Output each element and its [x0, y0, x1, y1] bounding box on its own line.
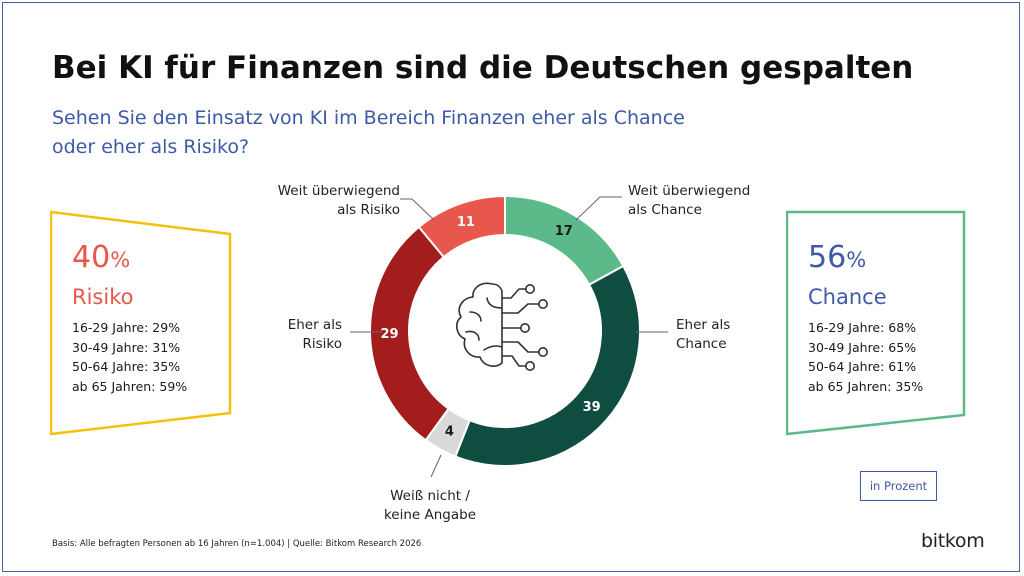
callout-weit-risiko: Weit überwiegend als Risiko: [245, 182, 400, 220]
callout-weiss-nicht: Weiß nicht / keine Angabe: [345, 487, 515, 525]
callout-leader-lines: [350, 196, 668, 478]
risk-percent-value: 40: [72, 240, 111, 275]
risk-age-list: 16-29 Jahre: 29% 30-49 Jahre: 31% 50-64 …: [72, 318, 187, 396]
risk-percent: 40%: [72, 240, 130, 275]
callout-weit-chance: Weit überwiegend als Chance: [628, 182, 750, 220]
donut-value-labels: 17 39 4 29 11: [381, 215, 601, 440]
leader-line-weit-chance: [575, 196, 622, 221]
chance-age-list: 16-29 Jahre: 68% 30-49 Jahre: 65% 50-64 …: [808, 318, 923, 396]
chance-percent: 56%: [808, 240, 866, 275]
risk-box-border: [50, 210, 232, 436]
risk-summary-box: 40% Risiko 16-29 Jahre: 29% 30-49 Jahre:…: [50, 210, 232, 436]
callout-weit-risiko-line-2: als Risiko: [337, 202, 400, 218]
chance-box-border: [786, 210, 966, 436]
risk-percent-unit: %: [110, 248, 131, 272]
donut-segments: [369, 194, 641, 467]
leader-line-weiss-nicht: [430, 454, 442, 478]
brain-circuit-icon: [456, 282, 548, 371]
callout-eher-chance: Eher als Chance: [676, 316, 730, 354]
donut-value-label: 17: [555, 224, 573, 239]
chance-age-item: 30-49 Jahre: 65%: [808, 339, 917, 355]
risk-age-item: 16-29 Jahre: 29%: [72, 320, 181, 335]
leader-line-weit-risiko: [400, 198, 435, 221]
risk-age-item: 30-49 Jahre: 31%: [72, 339, 181, 355]
page-title: Bei KI für Finanzen sind die Deutschen g…: [52, 50, 914, 86]
callout-eher-chance-line-1: Eher als: [676, 317, 731, 333]
callout-weit-chance-line-2: als Chance: [628, 202, 702, 218]
donut-value-label: 4: [445, 425, 454, 440]
donut-segment: [454, 264, 641, 467]
page-subtitle: Sehen Sie den Einsatz von KI im Bereich …: [52, 104, 772, 162]
callout-weiss-nicht-line-2: keine Angabe: [383, 507, 477, 523]
chance-age-item: 16-29 Jahre: 68%: [808, 320, 917, 335]
donut-segment: [504, 194, 625, 287]
chance-age-item: ab 65 Jahren: 35%: [808, 378, 924, 394]
donut-segment: [417, 194, 506, 259]
subtitle-line-1: Sehen Sie den Einsatz von KI im Bereich …: [52, 107, 685, 129]
callout-weit-chance-line-1: Weit überwiegend: [628, 183, 751, 199]
bitkom-logo: bitkom: [921, 530, 985, 552]
source-footnote: Basis: Alle befragten Personen ab 16 Jah…: [52, 539, 422, 549]
chance-percent-value: 56: [808, 240, 847, 275]
subtitle-line-2: oder eher als Risiko?: [52, 136, 250, 158]
unit-badge: in Prozent: [860, 471, 937, 501]
donut-value-label: 11: [457, 215, 475, 230]
donut-value-label: 39: [583, 400, 601, 415]
risk-age-item: 50-64 Jahre: 35%: [72, 359, 181, 374]
callout-eher-chance-line-2: Chance: [676, 336, 727, 352]
chance-label: Chance: [808, 285, 887, 309]
donut-value-label: 29: [381, 327, 399, 342]
chance-percent-unit: %: [846, 248, 867, 272]
risk-label: Risiko: [72, 285, 134, 309]
callout-eher-risiko: Eher als Risiko: [222, 316, 342, 354]
risk-age-item: ab 65 Jahren: 59%: [72, 378, 188, 394]
callout-weiss-nicht-line-1: Weiß nicht /: [390, 488, 470, 504]
chance-summary-box: 56% Chance 16-29 Jahre: 68% 30-49 Jahre:…: [786, 210, 966, 436]
callout-eher-risiko-line-2: Risiko: [302, 336, 342, 352]
chance-age-item: 50-64 Jahre: 61%: [808, 359, 917, 374]
callout-eher-risiko-line-1: Eher als: [287, 317, 342, 333]
callout-weit-risiko-line-1: Weit überwiegend: [277, 183, 400, 199]
